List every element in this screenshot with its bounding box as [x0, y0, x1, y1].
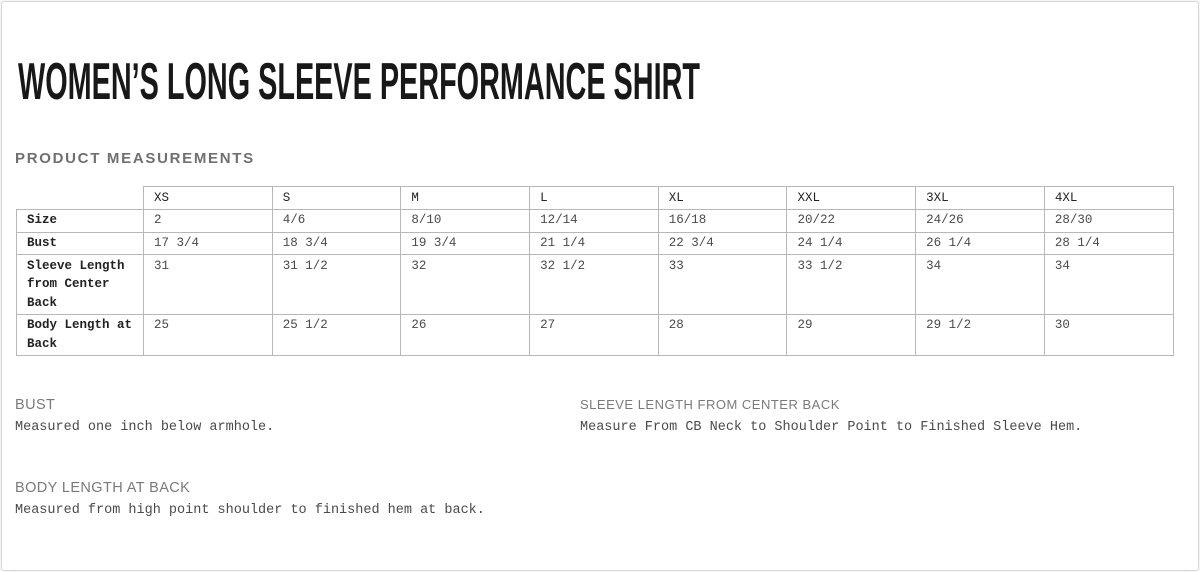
svg-text:WOMEN’S LONG SLEEVE PERFORMANC: WOMEN’S LONG SLEEVE PERFORMANCE SHIRT — [18, 53, 700, 110]
